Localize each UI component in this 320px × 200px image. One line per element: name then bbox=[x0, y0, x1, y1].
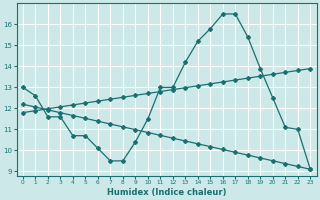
X-axis label: Humidex (Indice chaleur): Humidex (Indice chaleur) bbox=[107, 188, 226, 197]
